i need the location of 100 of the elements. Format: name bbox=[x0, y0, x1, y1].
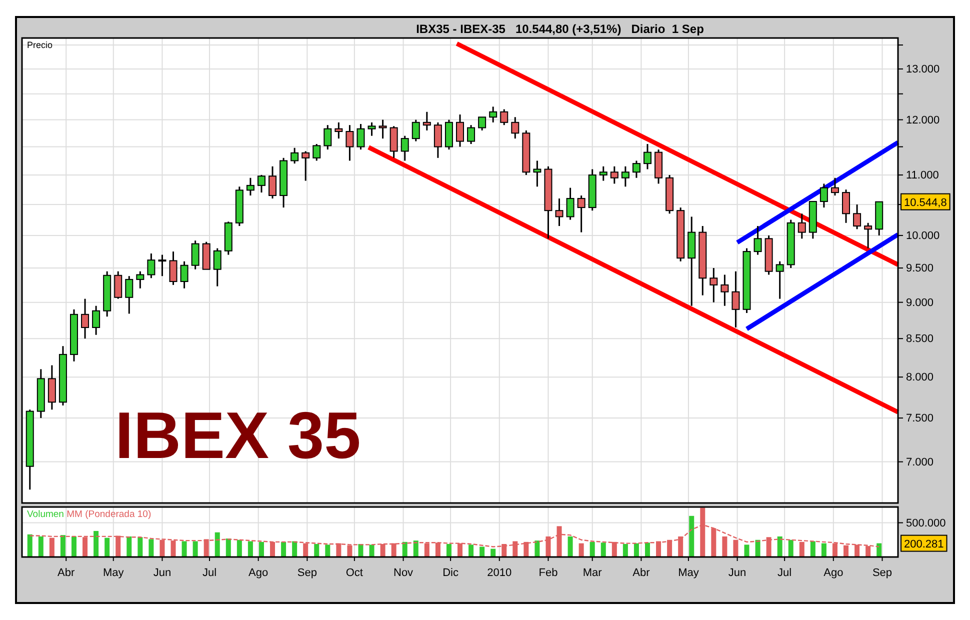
candlestick bbox=[610, 166, 618, 184]
candlestick bbox=[555, 198, 564, 227]
bar bbox=[226, 538, 231, 557]
series-label: MM (Ponderada 10) bbox=[66, 509, 152, 520]
candlestick bbox=[334, 122, 343, 140]
bar bbox=[490, 548, 496, 557]
bar bbox=[126, 536, 132, 557]
x-tick-label: Sep bbox=[872, 567, 892, 580]
bar bbox=[810, 541, 816, 557]
y-tick-label: 500.000 bbox=[906, 517, 946, 530]
candlestick bbox=[478, 116, 486, 132]
bar bbox=[689, 516, 694, 557]
y-tick-label: 13.000 bbox=[906, 63, 940, 76]
candlestick bbox=[412, 119, 420, 142]
bar bbox=[214, 532, 220, 557]
bar bbox=[578, 543, 584, 557]
candlestick bbox=[830, 177, 839, 196]
y-tick-label: 12.000 bbox=[906, 114, 940, 126]
candlestick bbox=[169, 250, 178, 286]
x-tick-label: Jun bbox=[728, 567, 746, 580]
candlestick bbox=[302, 150, 310, 182]
candlestick bbox=[125, 275, 134, 314]
y-tick-label: 8.500 bbox=[906, 333, 934, 346]
bar bbox=[258, 542, 264, 557]
x-tick-label: Ago bbox=[248, 567, 268, 580]
bar bbox=[325, 544, 330, 557]
chart-title: IBX35 - IBEX-35 10.544,80 (+3,51%) Diario 1 Sep bbox=[416, 22, 704, 36]
y-tick-label: 11.000 bbox=[906, 169, 939, 182]
candlestick bbox=[136, 270, 144, 290]
y-tick-label: 7.000 bbox=[906, 456, 934, 468]
bar bbox=[94, 530, 99, 557]
candlestick bbox=[390, 125, 398, 159]
x-tick-label: Ago bbox=[824, 567, 844, 580]
bar bbox=[292, 541, 298, 557]
x-tick-label: Jun bbox=[153, 567, 172, 580]
x-tick-label: May bbox=[678, 567, 700, 580]
bar bbox=[777, 536, 782, 557]
candlestick bbox=[511, 116, 520, 140]
x-tick-label: Jul bbox=[202, 567, 217, 580]
bar bbox=[722, 536, 728, 557]
candlestick bbox=[500, 108, 508, 126]
candlestick bbox=[467, 124, 476, 145]
bar bbox=[138, 537, 143, 557]
x-tick-label: Feb bbox=[538, 567, 558, 580]
text: 200.281 bbox=[904, 538, 944, 550]
annotation: IBEX 35 bbox=[115, 398, 361, 472]
candlestick bbox=[798, 212, 806, 240]
bar bbox=[148, 539, 154, 557]
bar bbox=[534, 540, 540, 557]
candlestick bbox=[378, 119, 387, 140]
bar bbox=[568, 536, 573, 557]
bar bbox=[634, 543, 639, 557]
y-tick-label: 9.500 bbox=[906, 262, 934, 275]
bar bbox=[369, 544, 374, 557]
bar bbox=[314, 544, 320, 557]
bar bbox=[788, 540, 794, 557]
y-tick-label: 9.000 bbox=[906, 296, 934, 309]
bar bbox=[38, 536, 44, 557]
candlestick bbox=[191, 240, 200, 270]
bar bbox=[248, 541, 253, 557]
bar bbox=[27, 534, 32, 557]
bar bbox=[644, 542, 650, 557]
y-tick-label: 7.500 bbox=[906, 412, 934, 425]
candlestick bbox=[489, 106, 498, 124]
candlestick bbox=[632, 160, 640, 179]
candlestick bbox=[720, 274, 729, 307]
bar bbox=[71, 536, 76, 557]
candlestick bbox=[48, 364, 56, 410]
candlestick bbox=[400, 135, 409, 162]
bar bbox=[192, 541, 198, 557]
bar bbox=[60, 535, 66, 557]
x-tick-label: May bbox=[102, 567, 124, 580]
candlestick bbox=[246, 177, 254, 196]
candlestick bbox=[754, 225, 762, 256]
candlestick bbox=[776, 260, 784, 300]
candlestick bbox=[268, 166, 277, 200]
x-tick-label: Dic bbox=[442, 567, 459, 580]
candlestick bbox=[599, 166, 608, 182]
candlestick bbox=[820, 182, 828, 208]
candlestick bbox=[158, 254, 166, 277]
candlestick bbox=[324, 124, 332, 150]
candlestick bbox=[566, 187, 574, 221]
candlestick bbox=[643, 143, 652, 170]
candlestick bbox=[81, 298, 90, 340]
candlestick bbox=[710, 267, 718, 304]
text: 10.544,8 bbox=[904, 196, 947, 209]
series-label: Volumen bbox=[27, 509, 67, 520]
bar bbox=[446, 544, 452, 557]
bar bbox=[744, 544, 750, 557]
bar bbox=[104, 538, 110, 557]
y-axis-title: Precio bbox=[27, 40, 53, 50]
x-tick-label: Nov bbox=[394, 567, 414, 580]
candlestick bbox=[368, 122, 376, 137]
candlestick bbox=[422, 111, 431, 132]
x-tick-label: Abr bbox=[58, 567, 76, 580]
candlestick bbox=[732, 270, 740, 328]
candlestick bbox=[434, 122, 442, 159]
x-tick-label: Sep bbox=[297, 567, 317, 580]
candlestick bbox=[114, 270, 122, 300]
candlestick bbox=[92, 305, 100, 336]
